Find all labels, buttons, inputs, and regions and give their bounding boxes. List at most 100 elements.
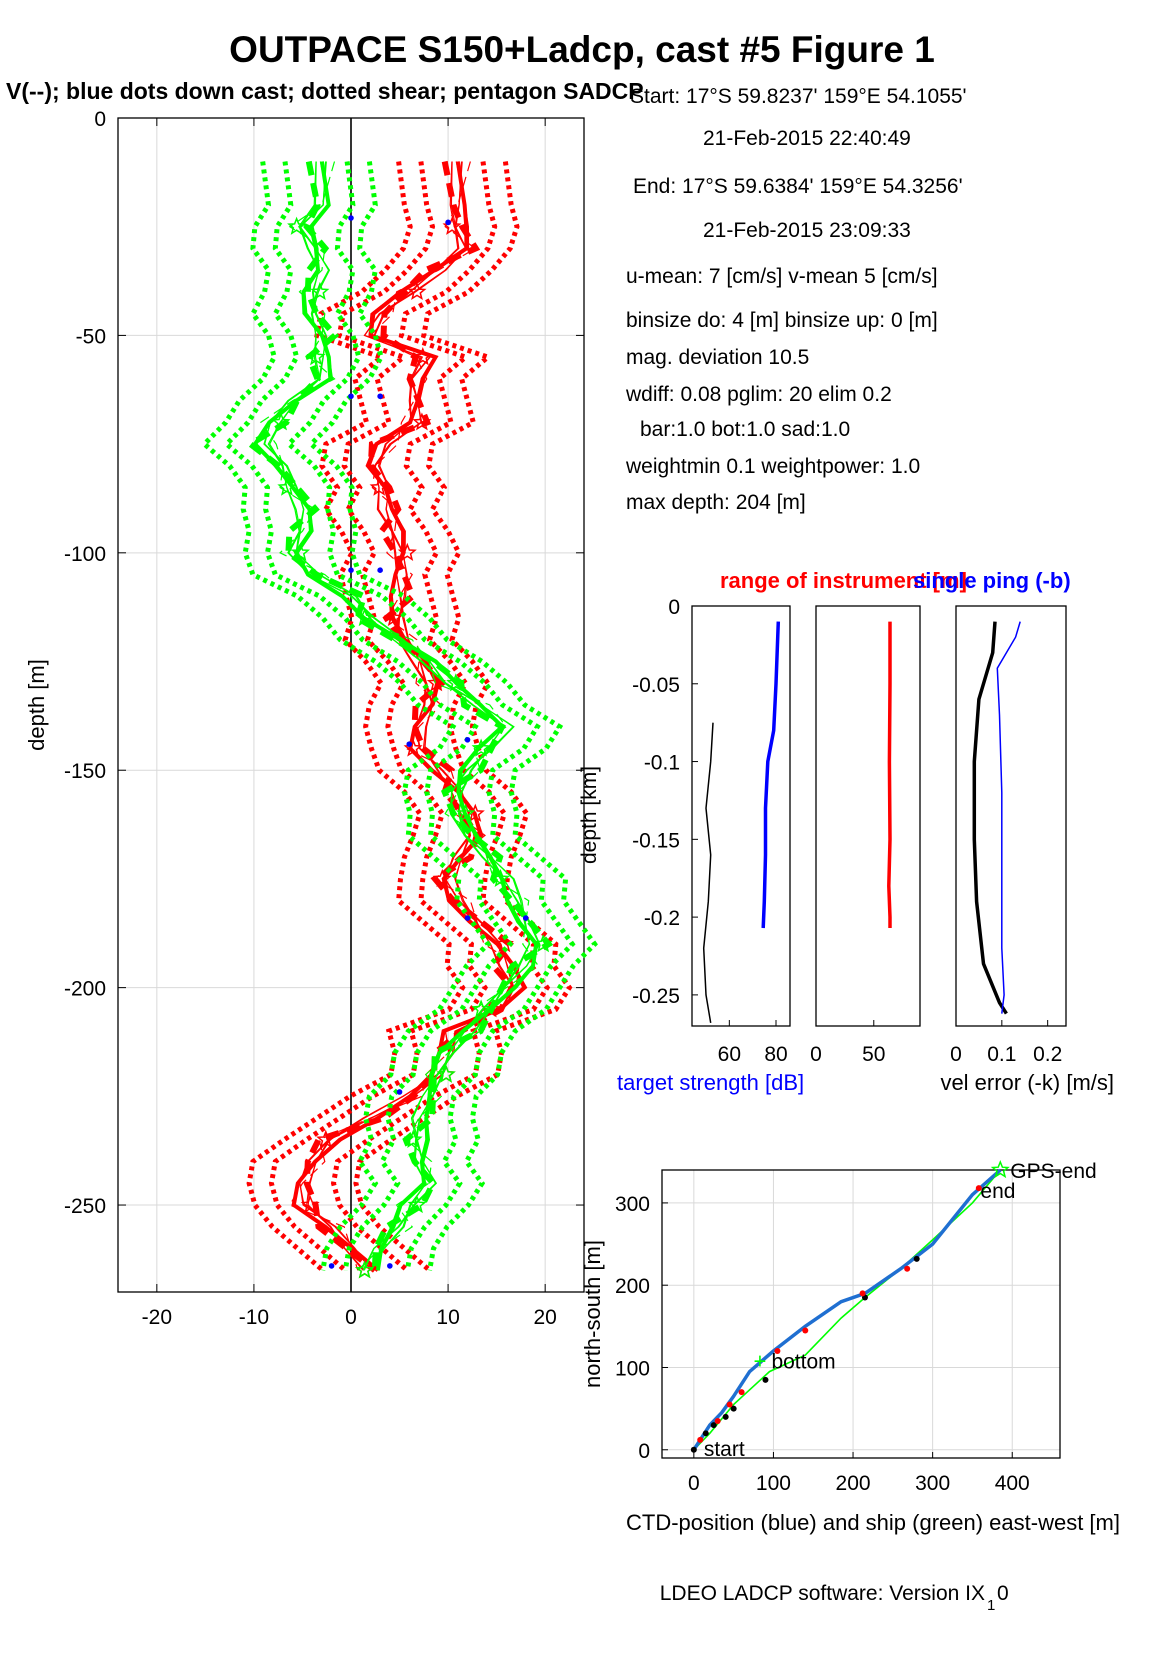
v-sadcp-marker bbox=[310, 281, 330, 301]
diag-x-tick-label: 0 bbox=[810, 1043, 822, 1066]
diag-y-tick-label: -0.05 bbox=[632, 674, 680, 697]
v-shear-envelope bbox=[200, 161, 492, 1271]
diag-x-tick-label: 0.1 bbox=[987, 1043, 1016, 1066]
pos-x-tick-label: 400 bbox=[995, 1472, 1030, 1495]
down-cast-dot bbox=[348, 567, 354, 574]
v-sadcp-marker bbox=[455, 803, 476, 822]
pos-marker-black bbox=[722, 1413, 729, 1420]
info-line: 21-Feb-2015 23:09:33 bbox=[703, 219, 911, 242]
y-axis-label: depth [m] bbox=[24, 659, 49, 751]
ts-black-line bbox=[702, 722, 714, 1024]
diag-y-tick-label: -0.25 bbox=[632, 985, 680, 1008]
v-sadcp-marker bbox=[290, 542, 311, 561]
position-plot: 0 100 200 300 400 0 100 200 300 CTD-position (blu… bbox=[580, 1159, 1120, 1535]
diag-y-axis-label: depth [km] bbox=[578, 766, 601, 864]
v-sadcp-marker bbox=[403, 1129, 423, 1148]
v-sadcp-marker bbox=[355, 607, 375, 627]
v-profile-line bbox=[269, 161, 530, 1271]
down-cast-dot bbox=[464, 736, 471, 743]
u-sadcp-marker bbox=[369, 477, 389, 496]
single-ping-line bbox=[996, 621, 1021, 1014]
figure-subtitle: V(--); blue dots down cast; dotted shear… bbox=[6, 78, 644, 104]
down-cast-dot bbox=[348, 215, 354, 221]
y-tick-label: -100 bbox=[64, 543, 106, 566]
v-sadcp-marker bbox=[277, 477, 297, 496]
gps-end-marker bbox=[990, 1159, 1010, 1179]
down-cast-dot bbox=[377, 567, 383, 574]
y-tick-label: -50 bbox=[76, 325, 106, 348]
y-tick-label: -250 bbox=[64, 1195, 106, 1218]
down-cast-dot bbox=[328, 1263, 335, 1269]
pos-marker-red bbox=[726, 1401, 733, 1408]
pos-x-axis-label: CTD-position (blue) and ship (green) eas… bbox=[626, 1510, 1120, 1535]
range-line bbox=[887, 621, 892, 928]
down-cast-dot bbox=[522, 915, 529, 921]
v-shear-envelope bbox=[285, 161, 576, 1271]
info-line: wdiff: 0.08 pglim: 20 elim 0.2 bbox=[625, 383, 892, 406]
pos-marker-black bbox=[730, 1405, 737, 1412]
x-tick-label: -10 bbox=[239, 1306, 269, 1329]
pos-y-tick-label: 200 bbox=[615, 1275, 650, 1298]
info-line: weightmin 0.1 weightpower: 1.0 bbox=[625, 455, 920, 478]
u-sadcp-marker bbox=[384, 607, 404, 627]
diag-x-tick-label: 0.2 bbox=[1033, 1043, 1062, 1066]
v-shear-envelope bbox=[223, 161, 514, 1271]
bottom-marker: + bbox=[754, 1349, 767, 1374]
vel-error-line bbox=[972, 621, 1008, 1015]
u-sadcp-marker bbox=[413, 347, 433, 366]
single-ping-title: single ping (-b) bbox=[913, 568, 1071, 593]
u-sadcp-marker bbox=[407, 281, 427, 301]
ship-track bbox=[693, 1169, 1001, 1451]
label-end: end bbox=[980, 1180, 1015, 1203]
v-sadcp-marker bbox=[490, 868, 511, 888]
down-cast-dot bbox=[348, 393, 354, 400]
diag-x-tick-label: 60 bbox=[718, 1043, 741, 1066]
down-cast-dot bbox=[396, 1089, 403, 1095]
u-sadcp-marker bbox=[300, 1194, 320, 1214]
down-cast-dot bbox=[387, 1263, 393, 1269]
pos-marker-red bbox=[859, 1290, 866, 1297]
pos-marker-black bbox=[702, 1430, 709, 1437]
pos-x-tick-label: 200 bbox=[836, 1472, 871, 1495]
down-cast-dot bbox=[377, 393, 383, 400]
info-line: bar:1.0 bot:1.0 sad:1.0 bbox=[640, 418, 850, 441]
pos-marker-red bbox=[738, 1389, 745, 1396]
u-sadcp-marker bbox=[316, 1129, 336, 1148]
v-sadcp-marker bbox=[271, 412, 291, 431]
ts-blue-line bbox=[761, 621, 781, 929]
label-start: start bbox=[704, 1438, 745, 1461]
pos-marker-black bbox=[762, 1376, 769, 1383]
diag-y-tick-label: -0.1 bbox=[644, 752, 680, 775]
x-tick-label: 10 bbox=[436, 1306, 459, 1329]
info-line: End: 17°S 59.6384' 159°E 54.3256' bbox=[633, 175, 963, 198]
footer-text: LDEO LADCP software: Version IX bbox=[660, 1582, 985, 1605]
pos-y-axis-label: north-south [m] bbox=[580, 1240, 605, 1388]
pos-marker-red bbox=[714, 1417, 721, 1424]
diagnostic-axes-box bbox=[955, 605, 1067, 1027]
pos-marker-black bbox=[710, 1422, 717, 1429]
target-strength-label: target strength [dB] bbox=[617, 1070, 804, 1095]
v-sadcp-marker bbox=[287, 216, 307, 235]
x-tick-label: 0 bbox=[345, 1306, 357, 1329]
u-profile-line bbox=[291, 161, 528, 1271]
v-shear-envelope bbox=[307, 161, 598, 1271]
u-sadcp-marker bbox=[397, 542, 417, 561]
diag-x-tick-label: 0 bbox=[950, 1043, 962, 1066]
label-gps-end: GPS-end bbox=[1010, 1160, 1096, 1183]
pos-y-tick-label: 0 bbox=[638, 1440, 650, 1463]
u-sadcp-marker bbox=[432, 868, 452, 888]
y-tick-label: 0 bbox=[94, 108, 106, 131]
pos-marker-red bbox=[975, 1185, 982, 1192]
y-tick-label: -200 bbox=[64, 978, 106, 1001]
v-sadcp-marker bbox=[446, 673, 466, 692]
y-tick-label: -150 bbox=[64, 760, 106, 783]
instrument-diagnostic-plots: 60 80 0 -0.05 -0.1 -0.15 -0.2 -0.25 depth [km] 0 5… bbox=[578, 596, 1067, 1066]
diag-y-tick-label: -0.15 bbox=[632, 829, 680, 852]
info-line: binsize do: 4 [m] binsize up: 0 [m] bbox=[626, 309, 938, 332]
v-sadcp-marker bbox=[355, 1260, 375, 1279]
pos-marker-red bbox=[774, 1348, 781, 1355]
diagnostic-axes-box bbox=[815, 605, 921, 1027]
v-sadcp-marker bbox=[306, 347, 326, 366]
v-sadcp-marker bbox=[471, 738, 491, 757]
